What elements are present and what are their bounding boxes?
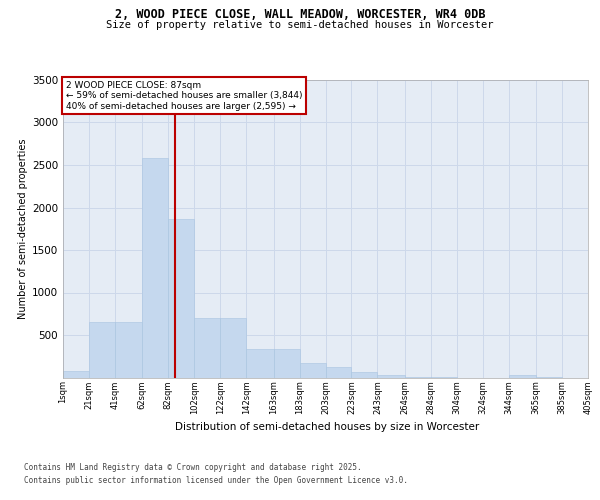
Text: Size of property relative to semi-detached houses in Worcester: Size of property relative to semi-detach… bbox=[106, 20, 494, 30]
Bar bbox=[142, 158, 168, 378]
Bar bbox=[352, 372, 377, 378]
Text: Contains public sector information licensed under the Open Government Licence v3: Contains public sector information licen… bbox=[24, 476, 408, 485]
Bar bbox=[115, 322, 142, 378]
Bar bbox=[194, 318, 220, 378]
Text: 2 WOOD PIECE CLOSE: 87sqm
← 59% of semi-detached houses are smaller (3,844)
40% : 2 WOOD PIECE CLOSE: 87sqm ← 59% of semi-… bbox=[65, 81, 302, 110]
Bar bbox=[246, 348, 274, 378]
Text: 2, WOOD PIECE CLOSE, WALL MEADOW, WORCESTER, WR4 0DB: 2, WOOD PIECE CLOSE, WALL MEADOW, WORCES… bbox=[115, 8, 485, 20]
Text: Distribution of semi-detached houses by size in Worcester: Distribution of semi-detached houses by … bbox=[175, 422, 479, 432]
Bar bbox=[89, 322, 115, 378]
Bar bbox=[220, 318, 246, 378]
Bar bbox=[168, 218, 194, 378]
Bar bbox=[299, 363, 325, 378]
Y-axis label: Number of semi-detached properties: Number of semi-detached properties bbox=[18, 138, 28, 319]
Bar bbox=[509, 375, 536, 378]
Bar bbox=[274, 348, 299, 378]
Bar bbox=[325, 368, 352, 378]
Text: Contains HM Land Registry data © Crown copyright and database right 2025.: Contains HM Land Registry data © Crown c… bbox=[24, 464, 362, 472]
Bar bbox=[377, 375, 405, 378]
Bar bbox=[63, 370, 89, 378]
